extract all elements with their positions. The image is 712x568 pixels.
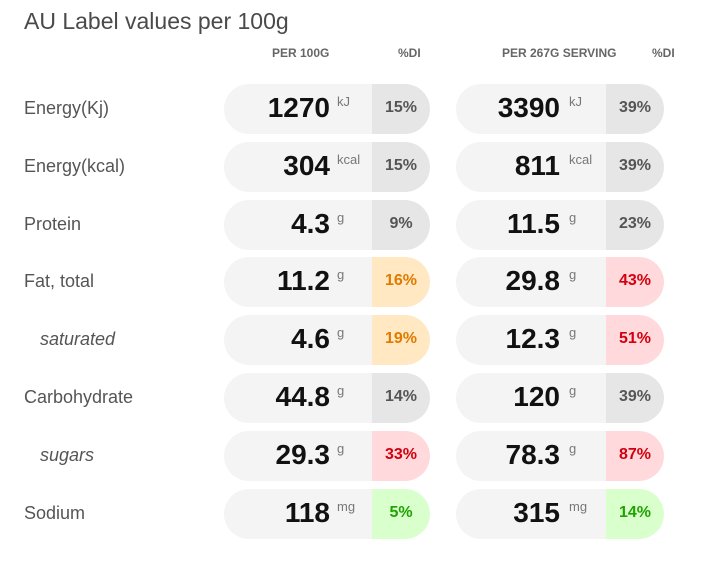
page-title: AU Label values per 100g — [24, 8, 289, 34]
per-100g-pill: 44.8 g 14% — [224, 373, 430, 423]
per-serving-di-badge: 39% — [606, 141, 664, 192]
per-100g-value: 29.3 — [275, 438, 331, 470]
per-serving-unit: g — [569, 267, 577, 283]
per-100g-unit: kcal — [337, 151, 361, 167]
nutrition-row: Carbohydrate 44.8 g 14% 120 g 39% — [0, 373, 712, 423]
nutrient-label: Protein — [24, 213, 82, 234]
nutrient-label: saturated — [40, 329, 116, 350]
per-serving-unit: g — [569, 440, 577, 456]
per-100g-unit: g — [337, 267, 345, 283]
per-100g-di-badge: 5% — [372, 488, 430, 539]
nutrition-row: Sodium 118 mg 5% 315 mg 14% — [0, 488, 712, 539]
per-serving-value: 78.3 — [505, 438, 561, 470]
per-serving-value: 3390 — [497, 92, 560, 123]
per-serving-di-badge: 39% — [606, 84, 664, 134]
per-100g-pill: 1270 kJ 15% — [224, 84, 430, 134]
per-100g-pill: 4.6 g 19% — [224, 315, 430, 366]
per-serving-pill: 811 kcal 39% — [456, 141, 664, 192]
per-serving-value: 811 — [514, 149, 560, 181]
per-100g-pill: 11.2 g 16% — [224, 257, 430, 308]
per-100g-di-badge: 19% — [372, 315, 430, 366]
per-100g-value: 1270 — [267, 92, 330, 123]
nutrient-label: sugars — [40, 444, 95, 465]
per-100g-unit: mg — [337, 498, 356, 514]
nutrition-row: Fat, total 11.2 g 16% 29.8 g 43% — [0, 257, 712, 308]
nutrient-label: Fat, total — [24, 271, 95, 292]
per-100g-unit: g — [337, 325, 345, 341]
nutrition-row: Protein 4.3 g 9% 11.5 g 23% — [0, 199, 712, 250]
per-100g-unit: g — [337, 440, 345, 456]
per-serving-unit: g — [569, 209, 577, 225]
per-100g-di-badge: 15% — [372, 141, 430, 192]
per-serving-unit: mg — [569, 498, 588, 514]
per-serving-value: 315 — [513, 496, 560, 528]
per-100g-di-badge: 33% — [372, 430, 430, 481]
header-di-2: %DI — [652, 46, 675, 60]
per-serving-di-badge: 43% — [606, 257, 664, 308]
per-serving-unit: g — [569, 383, 577, 398]
per-serving-pill: 12.3 g 51% — [456, 315, 664, 366]
per-100g-value: 44.8 — [275, 381, 331, 412]
per-100g-unit: g — [337, 209, 345, 225]
header-di-1: %DI — [398, 46, 421, 60]
nutrition-row: Energy(kcal) 304 kcal 15% 811 kcal 39% — [0, 141, 712, 192]
nutrition-row: Energy(Kj) 1270 kJ 15% 3390 kJ 39% — [0, 84, 712, 134]
per-100g-di-badge: 15% — [372, 84, 430, 134]
per-100g-unit: g — [337, 383, 345, 398]
per-100g-pill: 304 kcal 15% — [224, 141, 430, 192]
per-serving-di-badge: 39% — [606, 373, 664, 423]
per-serving-unit: g — [569, 325, 577, 341]
per-serving-di-badge: 14% — [606, 488, 664, 539]
per-100g-pill: 118 mg 5% — [224, 488, 430, 539]
per-100g-value: 118 — [284, 496, 330, 528]
per-serving-value: 29.8 — [505, 265, 561, 297]
nutrient-label: Carbohydrate — [24, 387, 134, 407]
per-100g-di-badge: 16% — [372, 257, 430, 308]
per-100g-unit: kJ — [337, 94, 350, 109]
per-100g-value: 4.6 — [291, 323, 330, 355]
per-serving-value: 120 — [513, 381, 560, 412]
per-100g-pill: 29.3 g 33% — [224, 430, 430, 481]
nutrient-label: Energy(kcal) — [24, 155, 126, 176]
per-serving-pill: 315 mg 14% — [456, 488, 664, 539]
per-serving-pill: 120 g 39% — [456, 373, 664, 423]
per-serving-pill: 3390 kJ 39% — [456, 84, 664, 134]
per-100g-di-badge: 14% — [372, 373, 430, 423]
per-100g-di-badge: 9% — [372, 199, 430, 250]
per-serving-pill: 78.3 g 87% — [456, 430, 664, 481]
nutrient-label: Energy(Kj) — [24, 98, 110, 118]
per-serving-pill: 29.8 g 43% — [456, 257, 664, 308]
nutrition-row: sugars 29.3 g 33% 78.3 g 87% — [0, 430, 712, 481]
nutrition-row: saturated 4.6 g 19% 12.3 g 51% — [0, 315, 712, 366]
nutrient-label: Sodium — [24, 502, 86, 523]
header-per-100g: PER 100G — [272, 46, 330, 60]
per-serving-di-badge: 87% — [606, 430, 664, 481]
per-serving-pill: 11.5 g 23% — [456, 199, 664, 250]
per-100g-value: 304 — [283, 149, 330, 181]
header-per-serving: PER 267G SERVING — [502, 46, 617, 60]
per-serving-di-badge: 23% — [606, 199, 664, 250]
per-100g-value: 11.2 — [277, 265, 330, 297]
per-serving-unit: kcal — [569, 151, 593, 167]
per-serving-di-badge: 51% — [606, 315, 664, 366]
per-serving-value: 12.3 — [505, 323, 561, 355]
per-serving-value: 11.5 — [507, 207, 560, 239]
per-100g-pill: 4.3 g 9% — [224, 199, 430, 250]
per-100g-value: 4.3 — [291, 207, 330, 239]
per-serving-unit: kJ — [569, 94, 582, 109]
